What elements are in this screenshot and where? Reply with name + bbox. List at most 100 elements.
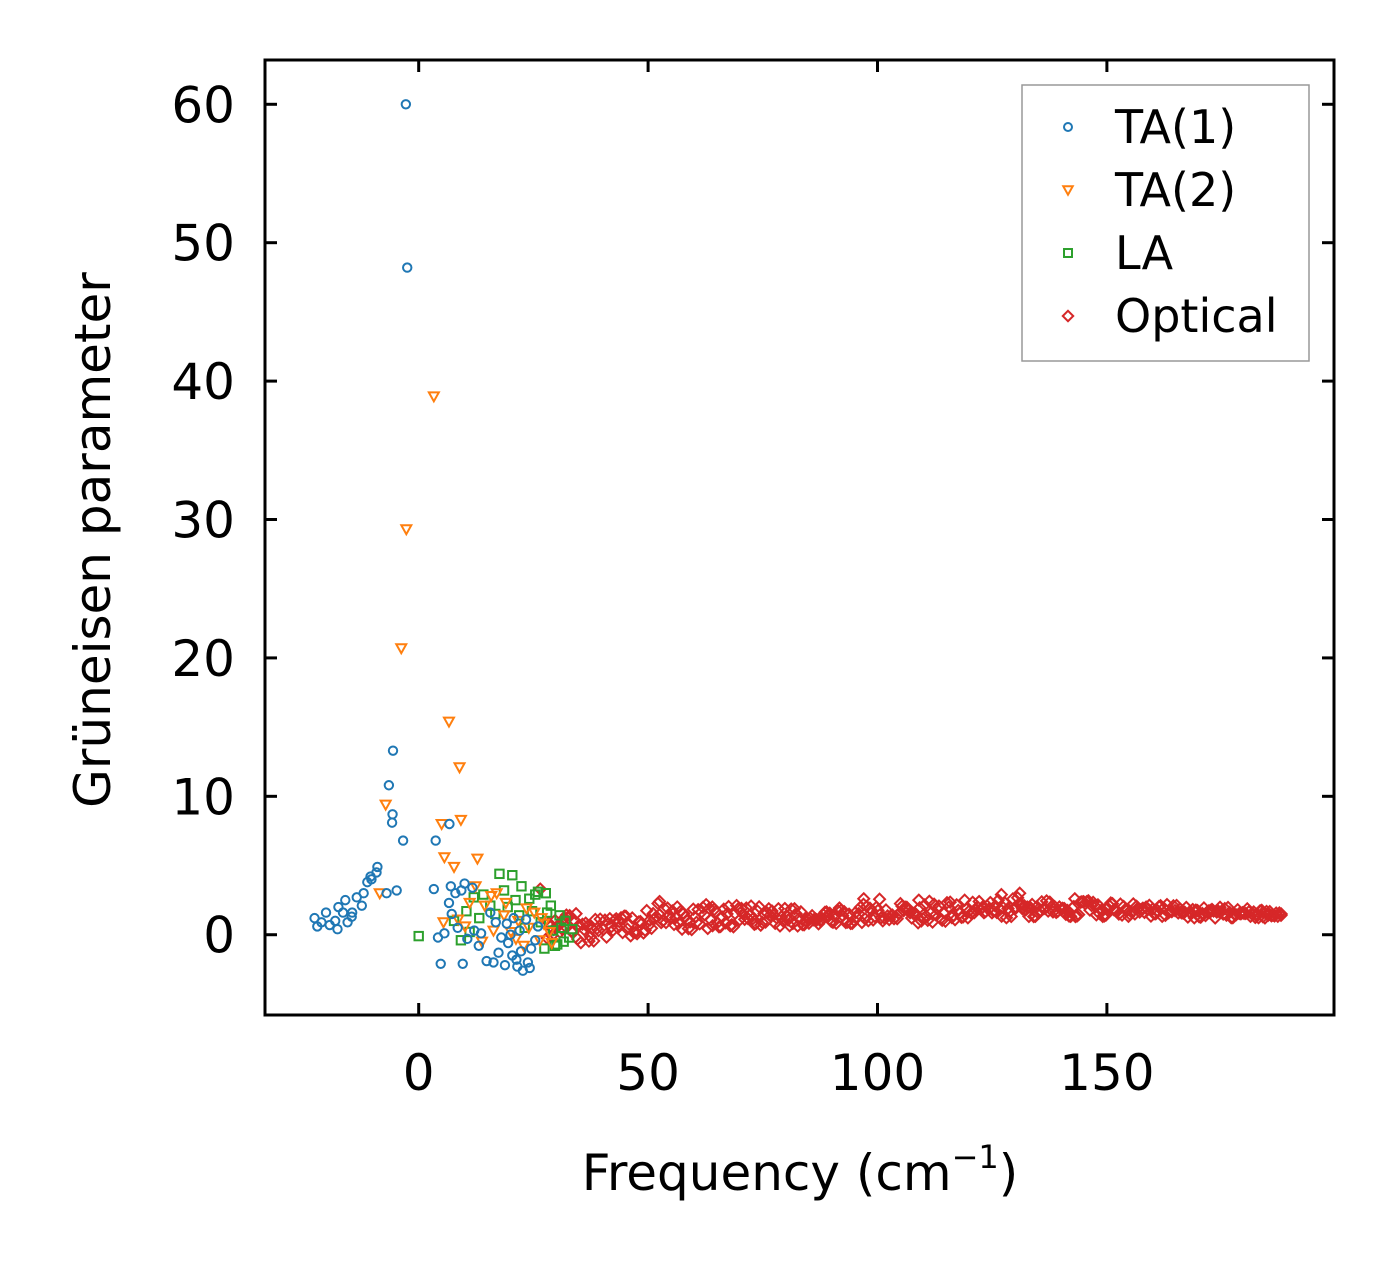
point-ta-1- xyxy=(452,922,463,934)
optical-point xyxy=(744,899,759,913)
optical-point xyxy=(789,906,803,921)
optical-point xyxy=(726,919,741,934)
point-ta-1- xyxy=(387,745,399,756)
optical-point xyxy=(692,916,707,931)
point-ta-1- xyxy=(450,888,461,899)
optical-point xyxy=(793,904,808,919)
y-tick-label: 0 xyxy=(203,907,235,965)
point-ta-2- xyxy=(468,881,483,894)
point-ta-1- xyxy=(481,955,492,967)
optical-point xyxy=(774,910,789,924)
legend-label: LA xyxy=(1115,226,1174,280)
legend-entry-ta-2-: TA(2) xyxy=(1061,163,1236,217)
point-la xyxy=(455,935,467,946)
point-ta-1- xyxy=(356,900,368,911)
optical-point xyxy=(940,895,954,910)
optical-point xyxy=(713,919,728,934)
point-ta-2- xyxy=(470,853,485,866)
optical-point xyxy=(614,910,628,925)
y-tick-label: 20 xyxy=(171,630,235,688)
legend-marker-square xyxy=(1063,248,1073,258)
optical-point xyxy=(681,921,696,936)
optical-point xyxy=(716,902,731,917)
point-ta-1- xyxy=(391,885,402,896)
point-ta-1- xyxy=(430,835,441,846)
legend-label: Optical xyxy=(1115,289,1277,343)
optical-point xyxy=(625,911,640,925)
optical-point xyxy=(829,916,844,931)
point-ta-2- xyxy=(378,799,393,812)
point-la xyxy=(554,910,565,921)
x-axis-label-main: Frequency (cm xyxy=(582,1144,952,1202)
point-la xyxy=(413,930,424,942)
point-ta-2- xyxy=(509,933,523,946)
point-ta-1- xyxy=(362,876,373,888)
optical-point xyxy=(880,909,895,923)
legend: TA(1) TA(2) LA Optical xyxy=(1021,84,1310,362)
point-ta-2- xyxy=(452,762,467,775)
point-ta-1- xyxy=(320,907,332,918)
point-ta-1- xyxy=(446,908,457,920)
point-la xyxy=(539,943,550,954)
optical-point xyxy=(912,900,927,915)
point-la xyxy=(560,915,571,927)
x-tick-label: 150 xyxy=(1059,1044,1154,1102)
point-optical xyxy=(705,900,720,914)
point-la xyxy=(461,905,472,917)
point-ta-1- xyxy=(397,835,409,846)
x-tick-label: 100 xyxy=(830,1044,925,1102)
point-ta-1- xyxy=(428,883,440,895)
point-ta-2- xyxy=(497,910,511,923)
legend-label: TA(2) xyxy=(1114,163,1236,217)
optical-point xyxy=(1047,899,1062,914)
point-ta-2- xyxy=(462,897,477,910)
point-la xyxy=(494,868,505,880)
optical-point xyxy=(644,921,659,936)
legend-entry-ta-1-: TA(1) xyxy=(1063,100,1236,154)
point-ta-1- xyxy=(525,943,537,954)
point-ta-1- xyxy=(524,962,535,974)
optical-point xyxy=(853,900,868,915)
optical-point xyxy=(623,928,638,943)
optical-point xyxy=(834,903,848,918)
point-la xyxy=(498,885,510,896)
point-ta-2- xyxy=(399,524,414,537)
point-ta-1- xyxy=(488,957,499,968)
optical-point xyxy=(755,915,770,930)
point-ta-2- xyxy=(437,852,452,865)
point-ta-1- xyxy=(383,780,395,791)
point-optical xyxy=(1012,886,1027,901)
optical-point xyxy=(819,905,834,919)
optical-point xyxy=(606,923,620,938)
optical-point xyxy=(639,903,654,918)
point-ta-2- xyxy=(545,938,559,951)
point-ta-1- xyxy=(473,940,484,951)
point-ta-2- xyxy=(447,861,461,874)
x-tick-label: 50 xyxy=(616,1044,680,1102)
point-optical xyxy=(911,893,926,908)
optical-point xyxy=(1099,908,1113,922)
data-points-layer xyxy=(309,99,1289,976)
point-la xyxy=(524,893,535,904)
optical-point xyxy=(702,901,717,916)
optical-point xyxy=(626,925,641,940)
y-tick-label: 40 xyxy=(171,353,235,411)
point-ta-2- xyxy=(519,903,534,916)
point-ta-1- xyxy=(505,929,516,940)
optical-point xyxy=(773,919,787,933)
point-ta-2- xyxy=(489,888,504,901)
point-optical xyxy=(1067,891,1082,906)
point-ta-1- xyxy=(462,933,473,945)
point-ta-1- xyxy=(522,957,534,968)
optical-point xyxy=(704,913,718,927)
x-axis-label: Frequency (cm−1) xyxy=(582,1138,1019,1202)
point-la xyxy=(545,900,557,911)
point-ta-1- xyxy=(400,99,412,110)
optical-point xyxy=(599,930,614,945)
legend-marker-diamond xyxy=(1061,309,1075,323)
point-ta-2- xyxy=(451,914,465,927)
point-ta-1- xyxy=(435,958,446,969)
x-tick-label: 0 xyxy=(403,1044,435,1102)
point-ta-1- xyxy=(332,923,343,935)
point-ta-1- xyxy=(493,947,504,958)
